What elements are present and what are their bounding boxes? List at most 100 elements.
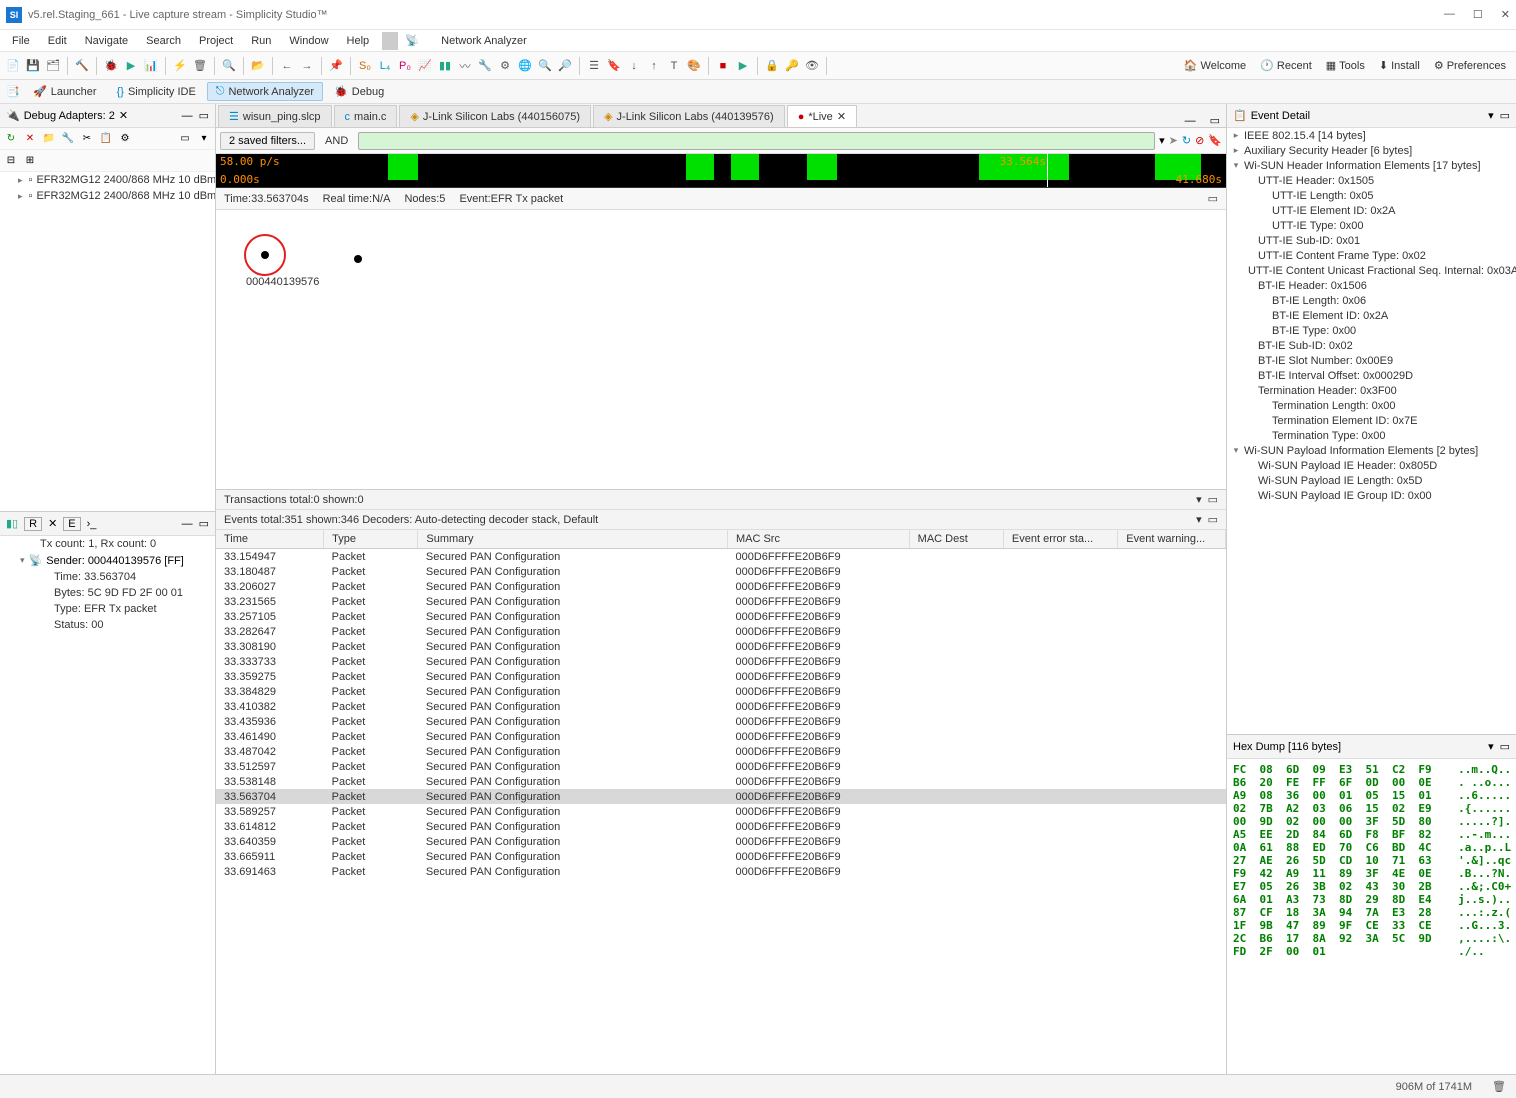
bars-icon[interactable]: ▮▮ (436, 57, 454, 75)
event-row[interactable]: 33.384829PacketSecured PAN Configuration… (216, 684, 1226, 699)
menu-icon[interactable]: ▾ (1196, 493, 1202, 506)
tree-item[interactable]: BT-IE Slot Number: 0x00E9 (1227, 353, 1516, 368)
perspective-launcher[interactable]: 🚀Launcher (24, 82, 106, 101)
maximize-icon[interactable]: ▭ (199, 109, 209, 122)
menu-navigate[interactable]: Navigate (77, 33, 136, 49)
event-row[interactable]: 33.435936PacketSecured PAN Configuration… (216, 714, 1226, 729)
col-event-warning-[interactable]: Event warning... (1118, 530, 1226, 549)
event-row[interactable]: 33.282647PacketSecured PAN Configuration… (216, 624, 1226, 639)
erase-icon[interactable]: 🗑 (191, 57, 209, 75)
gear-icon[interactable]: ⚙ (496, 57, 514, 75)
view-icon[interactable]: 👁 (803, 57, 821, 75)
minimize-icon[interactable]: — (182, 110, 193, 122)
clear-icon[interactable]: ✕ (48, 517, 57, 530)
map-view[interactable]: 000440139576 (216, 210, 1226, 490)
event-row[interactable]: 33.206027PacketSecured PAN Configuration… (216, 579, 1226, 594)
max-icon[interactable]: ▭ (1208, 192, 1218, 205)
bookmark-icon[interactable]: 🔖 (1208, 134, 1222, 147)
menu-icon[interactable]: ▾ (1488, 740, 1494, 753)
tree-item[interactable]: BT-IE Element ID: 0x2A (1227, 308, 1516, 323)
tree-item[interactable]: UTT-IE Content Frame Type: 0x02 (1227, 248, 1516, 263)
expand-icon[interactable]: ▸ (1231, 145, 1241, 156)
r-button[interactable]: R (24, 517, 42, 531)
open-perspective-icon[interactable]: 📑 (4, 83, 22, 101)
lock-icon[interactable]: 🔒 (763, 57, 781, 75)
zoom-icon[interactable]: 🔍 (536, 57, 554, 75)
install-button[interactable]: ⬇Install (1373, 57, 1426, 74)
save-all-icon[interactable]: 🗂 (44, 57, 62, 75)
max-icon[interactable]: ▭ (1208, 513, 1218, 526)
open-perspective-icon[interactable]: 📂 (249, 57, 267, 75)
adapter-item[interactable]: ▫EFR32MG12 2400/868 MHz 10 dBm RB (0, 172, 215, 188)
tree-item[interactable]: ▾Wi-SUN Header Information Elements [17 … (1227, 158, 1516, 173)
palette-icon[interactable]: 🎨 (685, 57, 703, 75)
event-row[interactable]: 33.308190PacketSecured PAN Configuration… (216, 639, 1226, 654)
refresh-icon[interactable]: ↻ (4, 132, 18, 146)
l4-icon[interactable]: L₄ (376, 57, 394, 75)
tree-item[interactable]: ▸IEEE 802.15.4 [14 bytes] (1227, 128, 1516, 143)
expand-icon[interactable]: ▾ (1231, 445, 1241, 456)
tab-jlink1[interactable]: ◈J-Link Silicon Labs (440156075) (399, 105, 591, 127)
tree-item[interactable]: ▸Auxiliary Security Header [6 bytes] (1227, 143, 1516, 158)
apply-icon[interactable]: ➤ (1169, 134, 1178, 147)
e-button[interactable]: E (63, 517, 80, 531)
tree-item[interactable]: UTT-IE Sub-ID: 0x01 (1227, 233, 1516, 248)
dropdown-icon[interactable]: ▾ (1159, 134, 1165, 147)
event-row[interactable]: 33.410382PacketSecured PAN Configuration… (216, 699, 1226, 714)
signal-icon[interactable]: ▮▯ (6, 517, 18, 530)
tree-item[interactable]: UTT-IE Element ID: 0x2A (1227, 203, 1516, 218)
perspective-ide[interactable]: {}Simplicity IDE (108, 83, 205, 101)
play-icon[interactable]: ▶ (734, 57, 752, 75)
timeline[interactable]: 58.00 p/s 0.000s 33.564s 41.680s (216, 154, 1226, 188)
wrench-icon[interactable]: 🔧 (476, 57, 494, 75)
build-icon[interactable]: 🔨 (73, 57, 91, 75)
menu-project[interactable]: Project (191, 33, 241, 49)
event-row[interactable]: 33.563704PacketSecured PAN Configuration… (216, 789, 1226, 804)
event-row[interactable]: 33.640359PacketSecured PAN Configuration… (216, 834, 1226, 849)
close-button[interactable]: ✕ (1501, 8, 1510, 21)
col-event-error-sta-[interactable]: Event error sta... (1003, 530, 1117, 549)
stop-icon[interactable]: ■ (714, 57, 732, 75)
tree-item[interactable]: Termination Header: 0x3F00 (1227, 383, 1516, 398)
event-row[interactable]: 33.359275PacketSecured PAN Configuration… (216, 669, 1226, 684)
gear-icon[interactable]: ⚙ (118, 132, 132, 146)
event-row[interactable]: 33.614812PacketSecured PAN Configuration… (216, 819, 1226, 834)
menu-help[interactable]: Help (339, 33, 378, 49)
arrow-down-icon[interactable]: ↓ (625, 57, 643, 75)
tab-mainc[interactable]: cmain.c (334, 105, 398, 127)
menu-icon[interactable]: ▾ (197, 132, 211, 146)
tree-item[interactable]: ▾Wi-SUN Payload Information Elements [2 … (1227, 443, 1516, 458)
prev-icon[interactable]: ← (278, 57, 296, 75)
event-row[interactable]: 33.512597PacketSecured PAN Configuration… (216, 759, 1226, 774)
terminal-icon[interactable]: ›_ (87, 518, 97, 530)
menu-edit[interactable]: Edit (40, 33, 75, 49)
tree-item[interactable]: Termination Length: 0x00 (1227, 398, 1516, 413)
run-icon[interactable]: ▶ (122, 57, 140, 75)
tools-button[interactable]: ▦Tools (1320, 57, 1371, 74)
filter-input[interactable] (358, 132, 1155, 150)
arrow-up-icon[interactable]: ↑ (645, 57, 663, 75)
col-summary[interactable]: Summary (418, 530, 728, 549)
event-row[interactable]: 33.538148PacketSecured PAN Configuration… (216, 774, 1226, 789)
tree-item[interactable]: BT-IE Sub-ID: 0x02 (1227, 338, 1516, 353)
signal-icon[interactable]: 〰 (456, 57, 474, 75)
maximize-icon[interactable]: ▭ (1204, 114, 1226, 127)
expand-icon[interactable]: ▸ (1231, 130, 1241, 141)
text-icon[interactable]: T (665, 57, 683, 75)
minimize-icon[interactable]: — (182, 518, 193, 530)
minimize-button[interactable]: — (1444, 8, 1455, 21)
copy-icon[interactable]: 📋 (99, 132, 113, 146)
event-row[interactable]: 33.589257PacketSecured PAN Configuration… (216, 804, 1226, 819)
menu-icon[interactable]: ▾ (1488, 109, 1494, 122)
tab-wisun[interactable]: ☰wisun_ping.slcp (218, 105, 332, 127)
node-dot[interactable] (261, 251, 269, 259)
col-time[interactable]: Time (216, 530, 324, 549)
network-icon[interactable]: 🌐 (516, 57, 534, 75)
trash-icon[interactable]: 🗑 (1492, 1080, 1506, 1093)
debug-icon[interactable]: 🐞 (102, 57, 120, 75)
adapter-item[interactable]: ▫EFR32MG12 2400/868 MHz 10 dBm RB (0, 188, 215, 204)
menu-run[interactable]: Run (243, 33, 279, 49)
flash-icon[interactable]: ⚡ (171, 57, 189, 75)
tree-item[interactable]: BT-IE Type: 0x00 (1227, 323, 1516, 338)
recent-button[interactable]: 🕐Recent (1254, 57, 1318, 74)
